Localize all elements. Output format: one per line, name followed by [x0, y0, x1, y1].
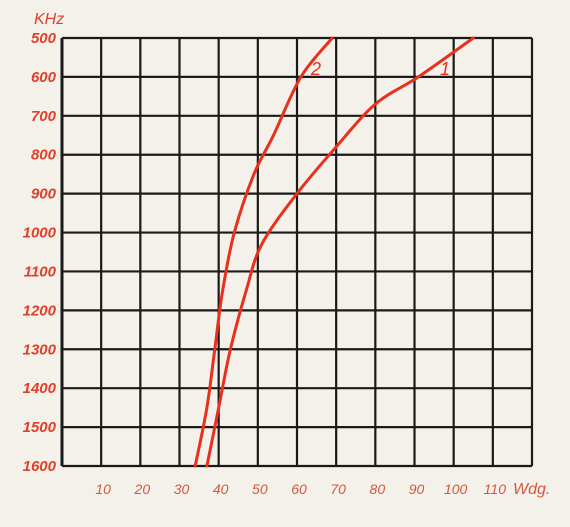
x-axis-ticks: 10 20 30 40 50 60 70 80 90 100 110 — [95, 481, 506, 497]
curve-label-2: 2 — [310, 59, 321, 79]
x-tick-label: 20 — [134, 481, 151, 497]
y-tick-label: 1000 — [23, 225, 57, 242]
y-tick-label: 600 — [31, 69, 57, 86]
y-axis-label: KHz — [34, 11, 64, 28]
y-tick-label: 1600 — [23, 458, 57, 475]
y-tick-label: 1100 — [24, 263, 57, 280]
x-tick-label: 40 — [213, 481, 229, 497]
y-tick-label: 1200 — [23, 302, 57, 319]
curve-2 — [193, 36, 334, 468]
x-tick-label: 60 — [291, 481, 307, 497]
x-tick-label: 10 — [95, 481, 111, 497]
curve-1 — [205, 36, 475, 468]
x-tick-label: 70 — [330, 481, 346, 497]
x-tick-label: 90 — [409, 481, 425, 497]
chart-grid — [60, 36, 534, 468]
y-tick-label: 700 — [31, 108, 57, 125]
y-tick-label: 1400 — [23, 380, 57, 397]
y-tick-label: 800 — [31, 147, 57, 164]
x-tick-label: 80 — [370, 481, 386, 497]
y-tick-label: 900 — [31, 186, 57, 203]
x-axis-label: Wdg. — [513, 481, 550, 498]
y-tick-label: 1300 — [23, 341, 57, 358]
y-axis-ticks: 500 600 700 800 900 1000 1100 1200 1300 1400 1500 1… — [23, 30, 57, 475]
x-tick-label: 100 — [444, 481, 468, 497]
x-tick-label: 50 — [252, 481, 268, 497]
chart-curves: 12 — [193, 36, 475, 468]
curve-label-1: 1 — [440, 59, 450, 79]
y-tick-label: 500 — [31, 30, 57, 47]
x-tick-label: 30 — [174, 481, 190, 497]
y-tick-label: 1500 — [23, 419, 57, 436]
x-tick-label: 110 — [484, 481, 507, 497]
